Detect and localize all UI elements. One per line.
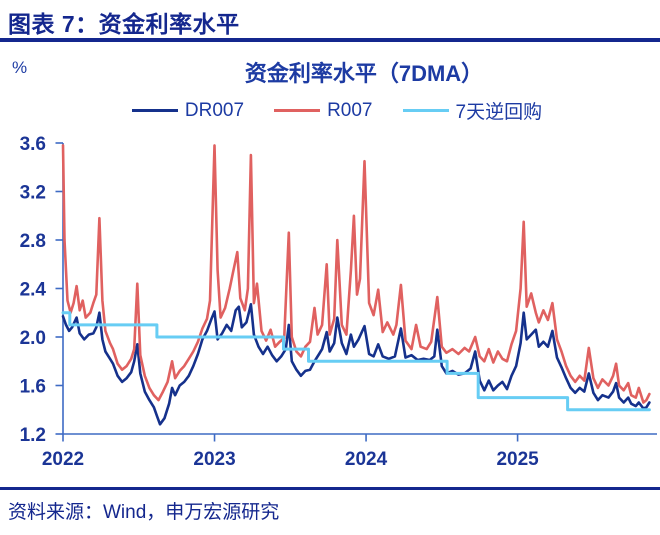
svg-text:2024: 2024 bbox=[345, 449, 388, 470]
chart-legend: DR007 R007 7天逆回购 bbox=[0, 97, 660, 124]
svg-text:2025: 2025 bbox=[496, 449, 539, 470]
source-text: 资料来源：Wind，申万宏源研究 bbox=[8, 502, 280, 523]
dr007-line-swatch-icon bbox=[131, 108, 178, 113]
svg-text:2.4: 2.4 bbox=[20, 280, 47, 301]
svg-text:2023: 2023 bbox=[193, 449, 235, 470]
legend-label-dr007: DR007 bbox=[184, 99, 245, 121]
chart-title: 资金利率水平（7DMA） bbox=[244, 61, 484, 86]
header-divider-rule bbox=[0, 38, 660, 42]
footer-divider-rule bbox=[0, 487, 660, 490]
svg-text:2022: 2022 bbox=[42, 449, 84, 470]
svg-text:3.6: 3.6 bbox=[20, 134, 46, 155]
r007-line-swatch-icon bbox=[274, 108, 321, 113]
svg-text:1.6: 1.6 bbox=[20, 377, 46, 398]
legend-item-dr007: DR007 bbox=[131, 99, 245, 122]
svg-text:2.0: 2.0 bbox=[20, 328, 46, 349]
svg-text:2.8: 2.8 bbox=[20, 231, 46, 252]
svg-text:1.2: 1.2 bbox=[20, 425, 46, 446]
svg-text:3.2: 3.2 bbox=[20, 183, 46, 204]
legend-item-r007: R007 bbox=[274, 99, 373, 122]
legend-label-r007: R007 bbox=[327, 99, 373, 121]
reverse-repo-line-swatch-icon bbox=[402, 108, 449, 113]
funding-rate-line-chart: 3.6 3.2 2.8 2.4 2.0 1.6 1.2 2022 2023 2024 2025 bbox=[20, 134, 657, 470]
y-axis-unit-label: % bbox=[12, 58, 28, 77]
figure-header-title: 图表 7：资金利率水平 bbox=[8, 11, 240, 37]
legend-label-reverse-repo: 7天逆回购 bbox=[455, 102, 543, 123]
legend-item-reverse-repo: 7天逆回购 bbox=[402, 97, 543, 124]
